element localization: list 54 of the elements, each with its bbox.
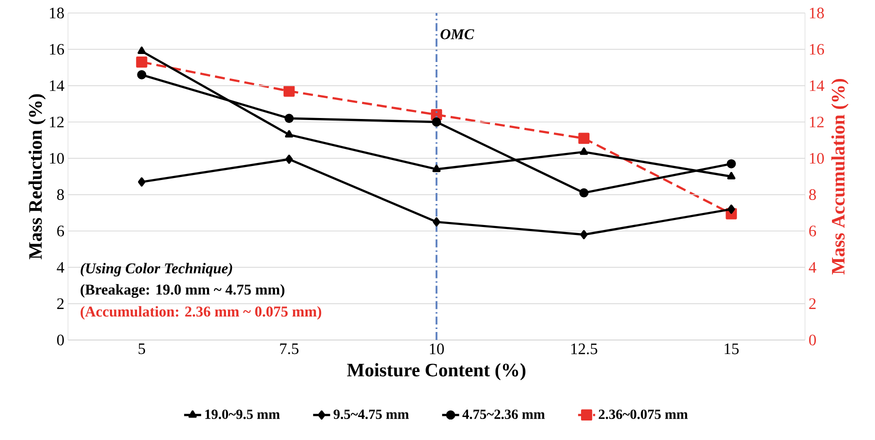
y2-tick-label: 18 [810,8,824,18]
point [285,154,293,164]
annotation: (Accumulation: 2.36 mm ~ 0.075 mm) [80,306,322,320]
y-tick-label: 6 [57,226,64,236]
y2-tick-label: 0 [809,334,816,346]
point [580,230,588,240]
y-tick-label: 8 [57,189,64,200]
point [432,217,440,226]
legend-label: 19.0~9.5 mm [205,410,280,420]
y2-tick-label: 6 [809,226,816,236]
legend-label: 9.5~4.75 mm [334,410,409,420]
point [138,46,146,54]
y2-tick-label: 12 [810,116,824,128]
ref-line-label: OMC [440,29,474,40]
point [284,114,294,123]
x-tick-label: 10 [430,344,444,354]
legend-label: 4.75~2.36 mm [462,410,545,420]
y2-tick-label: 4 [808,262,816,273]
annotation: (Breakage: 19.0 mm ~ 4.75 mm) [80,284,284,298]
point [726,159,736,168]
y-tick-label: 10 [50,152,64,164]
x-tick-label: 5 [138,344,146,354]
point [284,130,294,138]
x-tick-label: 15 [724,344,739,354]
legend-label: 2.36~0.075 mm [598,410,688,420]
point [578,132,590,144]
point [137,70,146,80]
annotation: (Using Color Technique) [80,262,232,276]
y2-tick-label: 16 [810,44,824,55]
y-tick-label: 18 [50,8,64,18]
x-tick-label: 12.5 [571,344,598,354]
point [727,172,736,180]
y2-tick-label: 2 [809,298,816,309]
y-tick-label: 14 [50,80,64,91]
y2-tick-label: 10 [810,152,824,164]
x-axis-title: Moisture Content (%) [347,363,526,380]
point [580,147,588,155]
point [432,164,441,172]
point [579,188,588,198]
y-tick-label: 16 [50,44,64,55]
y-tick-label: 2 [57,298,64,309]
point [728,204,736,214]
y2-axis-title: Mass Accumulation (%) [831,79,848,274]
point [138,177,146,187]
x-tick-label: 7.5 [280,344,298,354]
y-axis-title: Mass Reduction (%) [28,94,46,260]
y-tick-label: 0 [57,334,64,346]
y2-tick-label: 8 [809,189,816,200]
y-tick-label: 12 [50,116,64,128]
y2-tick-label: 14 [810,80,824,91]
point [284,86,295,97]
point [432,117,442,127]
y-tick-label: 4 [56,262,64,273]
point [136,56,148,68]
